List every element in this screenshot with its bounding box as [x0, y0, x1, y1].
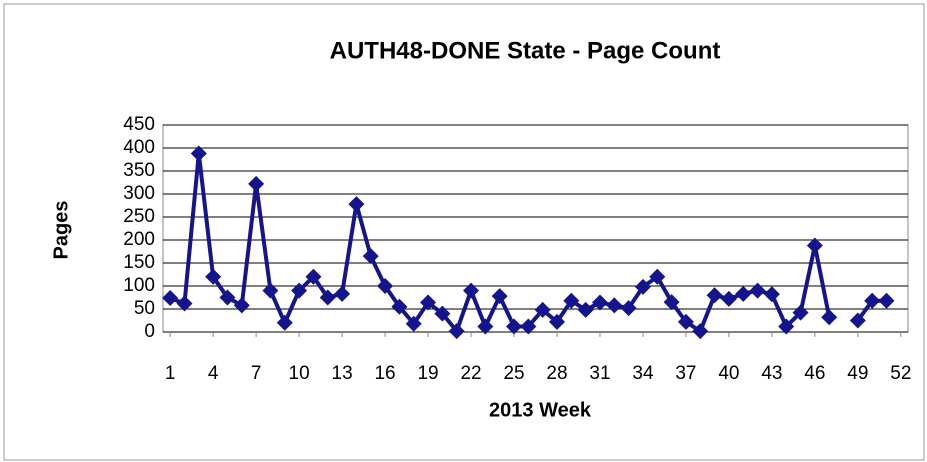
data-point: [233, 297, 250, 314]
y-tick-label: 150: [123, 252, 155, 273]
chart-frame: [3, 3, 925, 461]
data-point: [448, 323, 465, 340]
data-point: [205, 268, 222, 285]
data-point: [176, 295, 193, 312]
data-point: [634, 278, 651, 295]
x-tick-label: 52: [890, 363, 911, 384]
x-tick-label: 43: [761, 363, 782, 384]
data-point: [620, 300, 637, 317]
y-tick-label: 0: [144, 321, 155, 342]
y-tick-label: 200: [123, 229, 155, 250]
data-point: [434, 305, 451, 322]
x-tick-label: 25: [503, 363, 524, 384]
data-point: [649, 268, 666, 285]
x-tick-label: 22: [460, 363, 481, 384]
x-tick-label: 7: [251, 363, 262, 384]
data-point: [663, 294, 680, 311]
data-point: [577, 301, 594, 318]
data-point: [735, 285, 752, 302]
x-tick-label: 49: [847, 363, 868, 384]
y-tick-label: 400: [123, 137, 155, 158]
data-point: [190, 145, 207, 162]
data-point: [305, 268, 322, 285]
data-point: [362, 248, 379, 265]
x-tick-label: 28: [546, 363, 567, 384]
x-tick-label: 40: [718, 363, 739, 384]
data-point: [692, 323, 709, 340]
y-tick-label: 300: [123, 183, 155, 204]
data-point: [334, 285, 351, 302]
data-point: [778, 318, 795, 335]
data-point: [720, 290, 737, 307]
x-tick-label: 10: [289, 363, 310, 384]
data-point: [591, 294, 608, 311]
data-point: [219, 289, 236, 306]
data-point: [878, 292, 895, 309]
data-point: [405, 315, 422, 332]
y-tick-label: 350: [123, 160, 155, 181]
data-point: [821, 309, 838, 326]
data-point: [849, 312, 866, 329]
x-tick-label: 1: [165, 363, 176, 384]
y-tick-label: 250: [123, 206, 155, 227]
data-point: [477, 318, 494, 335]
data-point: [506, 318, 523, 335]
x-tick-label: 16: [374, 363, 395, 384]
data-point: [864, 292, 881, 309]
data-point: [763, 286, 780, 303]
data-point: [520, 318, 537, 335]
x-axis-title: 2013 Week: [489, 399, 592, 421]
data-point: [792, 304, 809, 321]
x-tick-label: 4: [208, 363, 219, 384]
data-point: [162, 289, 179, 306]
x-tick-label: 13: [332, 363, 353, 384]
data-point: [262, 282, 279, 299]
data-point: [319, 289, 336, 306]
x-tick-label: 37: [675, 363, 696, 384]
x-tick-label: 34: [632, 363, 654, 384]
data-point: [377, 278, 394, 294]
chart-title: AUTH48-DONE State - Page Count: [330, 37, 721, 64]
y-axis-title: Pages: [50, 201, 72, 260]
data-point: [677, 313, 694, 330]
data-point: [706, 287, 723, 304]
data-point: [420, 294, 437, 311]
data-point: [291, 282, 308, 299]
data-point: [534, 301, 551, 318]
data-point: [563, 292, 580, 309]
data-point: [348, 196, 365, 213]
data-point: [606, 297, 623, 314]
x-tick-label: 19: [417, 363, 438, 384]
data-point: [548, 313, 565, 330]
data-point: [248, 175, 265, 192]
data-point: [391, 298, 408, 315]
y-tick-label: 100: [123, 275, 155, 296]
data-point: [276, 314, 293, 331]
x-tick-label: 31: [589, 363, 610, 384]
y-tick-label: 50: [134, 298, 155, 319]
y-tick-label: 450: [123, 114, 155, 135]
x-tick-label: 46: [804, 363, 825, 384]
data-point: [806, 237, 823, 254]
data-point: [463, 282, 480, 299]
data-point: [749, 282, 766, 299]
data-point: [491, 288, 508, 305]
